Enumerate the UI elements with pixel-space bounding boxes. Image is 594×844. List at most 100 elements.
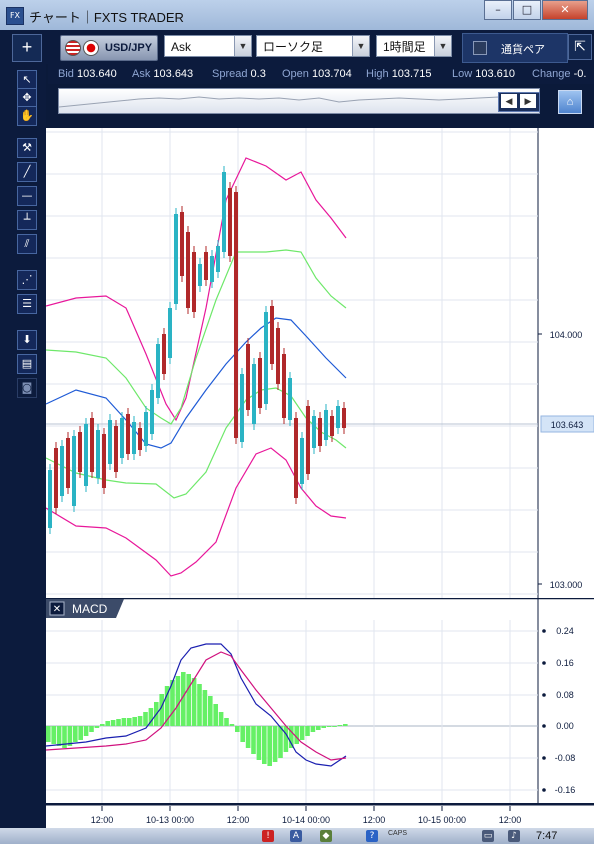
window-titlebar: FX チャート｜FXTS TRADER – □ ✕	[0, 0, 594, 31]
histogram-bar	[283, 726, 289, 752]
candlestick-series	[48, 166, 346, 534]
candle-body	[240, 374, 244, 442]
camera-icon[interactable]: ◙	[17, 378, 37, 398]
macd-tick	[542, 693, 546, 697]
channel-tool-icon[interactable]: ⫽	[17, 234, 37, 254]
candle-body	[324, 410, 328, 440]
hline-tool-icon[interactable]: —	[17, 186, 37, 206]
time-axis: 12:00 10-13 00:00 12:00 10-14 00:00 12:00 10-…	[46, 803, 594, 828]
candle	[216, 240, 220, 278]
hand-tool-icon[interactable]: ✋	[17, 106, 37, 126]
histogram-bar	[278, 726, 283, 758]
candle	[126, 408, 130, 460]
clock: 7:47	[536, 830, 558, 842]
candle-body	[48, 470, 52, 528]
candle-body	[66, 438, 70, 488]
candle	[66, 432, 70, 494]
pointer-tool-icon[interactable]: ↖	[17, 70, 37, 90]
volume-icon[interactable]: ♪	[508, 830, 520, 842]
scroll-right-icon[interactable]: ▶	[520, 94, 536, 108]
symbol-button[interactable]: USD/JPY	[60, 35, 158, 61]
candle	[288, 372, 292, 426]
macd-histogram	[46, 672, 348, 766]
histogram-bar	[224, 718, 229, 726]
chart-type-value: ローソク足	[263, 40, 324, 54]
candle-body	[60, 446, 64, 496]
candle	[228, 182, 232, 262]
histogram-bar	[73, 726, 78, 742]
candle-body	[102, 434, 106, 488]
histogram-bar	[213, 704, 218, 726]
histogram-bar	[202, 690, 208, 726]
histogram-bar	[137, 716, 143, 726]
candle-body	[186, 232, 190, 308]
macd-chart[interactable]: ✕ MACD 0.24 0.16 0.08 0.00 -0.08 -0.16	[46, 598, 594, 803]
undock-icon[interactable]: ⇱	[568, 34, 592, 60]
histogram-bar	[218, 712, 224, 726]
histogram-bar	[186, 674, 191, 726]
histogram-bar	[267, 726, 272, 766]
desktop-icon[interactable]: ▭	[482, 830, 494, 842]
histogram-bar	[148, 708, 154, 726]
close-button[interactable]: ✕	[542, 0, 588, 20]
candle	[72, 430, 76, 512]
chevron-down-icon: ▼	[234, 36, 251, 56]
chart-navigator[interactable]	[58, 88, 540, 114]
current-price-label: 103.643	[551, 420, 584, 430]
network-icon[interactable]: ◆	[320, 830, 332, 842]
histogram-bar	[100, 724, 105, 726]
high-quote: High 103.715	[366, 68, 432, 80]
candle	[252, 358, 256, 430]
alert-icon[interactable]: !	[262, 830, 274, 842]
help-icon[interactable]: ?	[366, 830, 378, 842]
candle-body	[144, 412, 148, 446]
price-chart[interactable]: 104.000 103.000 103.643	[46, 128, 594, 598]
histogram-bar	[110, 720, 116, 726]
macd-close-button[interactable]	[49, 601, 65, 616]
pair-toggle[interactable]: 通貨ペア	[462, 33, 568, 63]
time-axis-label: 10-15 00:00	[418, 815, 466, 825]
us-flag-icon	[65, 40, 81, 56]
candle-body	[276, 328, 280, 384]
price-axis-area	[538, 128, 594, 598]
candle	[234, 186, 238, 444]
candle	[96, 424, 100, 484]
macd-axis-label: 0.08	[556, 690, 574, 700]
macd-title: MACD	[72, 602, 108, 616]
histogram-bar	[159, 694, 164, 726]
candle-body	[294, 418, 298, 498]
candle-body	[168, 308, 172, 358]
candle-body	[264, 312, 268, 404]
candle	[186, 226, 190, 314]
fibonacci-tool-icon[interactable]: ☰	[17, 294, 37, 314]
time-axis-label: 10-14 00:00	[282, 815, 330, 825]
candle-body	[126, 414, 130, 454]
histogram-bar	[170, 680, 175, 726]
language-icon[interactable]: A	[290, 830, 302, 842]
histogram-bar	[132, 717, 137, 726]
zoom-reset-icon[interactable]: ⌂	[558, 90, 582, 114]
time-axis-area	[46, 803, 594, 828]
minimize-button[interactable]: –	[484, 0, 512, 20]
pair-checkbox[interactable]	[473, 41, 487, 55]
price-type-select[interactable]: Ask ▼	[164, 35, 252, 57]
histogram-bar	[62, 726, 67, 748]
timeframe-select[interactable]: 1時間足 ▼	[376, 35, 452, 57]
crosshair-tool-icon[interactable]: ✥	[17, 88, 37, 108]
candle-body	[210, 256, 214, 282]
vline-tool-icon[interactable]: ┴	[17, 210, 37, 230]
bollinger-lower-line	[46, 447, 347, 577]
add-chart-button[interactable]: +	[12, 34, 42, 62]
chart-type-select[interactable]: ローソク足 ▼	[256, 35, 370, 57]
fan-tool-icon[interactable]: ⋰	[17, 270, 37, 290]
list-icon[interactable]: ▤	[17, 354, 37, 374]
hammer-tool-icon[interactable]: ⚒	[17, 138, 37, 158]
download-icon[interactable]: ⬇	[17, 330, 37, 350]
candle-body	[96, 430, 100, 478]
candle	[294, 412, 298, 504]
candle-body	[270, 306, 274, 364]
scroll-left-icon[interactable]: ◀	[501, 94, 517, 108]
candle-body	[90, 418, 94, 472]
maximize-button[interactable]: □	[513, 0, 541, 20]
trendline-tool-icon[interactable]: ╱	[17, 162, 37, 182]
